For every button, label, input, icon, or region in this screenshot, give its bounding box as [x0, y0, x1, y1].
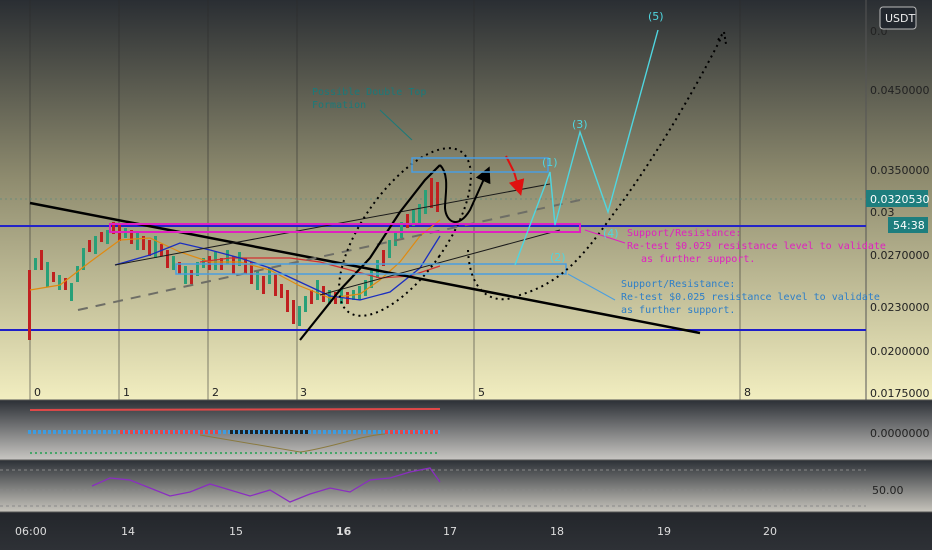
pink-sr-line2: as further support. [641, 254, 755, 265]
blue-sr-line1: Re-test $0.025 resistance level to valid… [621, 292, 880, 303]
rsi-line [91, 467, 441, 503]
price-label-4: 0.0230000 [870, 301, 930, 314]
pink-sr-line1: Re-test $0.029 resistance level to valid… [627, 241, 886, 252]
price-label-hidden: 0.03 [870, 206, 895, 219]
price-label-5: 0.0200000 [870, 345, 930, 358]
currency-button[interactable]: USDT [879, 6, 917, 30]
projection-arrow[interactable] [439, 164, 491, 223]
current-price-tag [866, 190, 928, 207]
osc-axis-label: 0.0000000 [870, 427, 930, 440]
ma-orange [29, 219, 441, 299]
double-top-ellipse[interactable] [314, 128, 495, 337]
count-5: 5 [478, 386, 485, 399]
price-label-6: 0.0175000 [870, 387, 930, 400]
count-0: 0 [34, 386, 41, 399]
time-label-15: 15 [229, 525, 243, 538]
pink-callout-line [584, 229, 626, 244]
price-label-3: 0.0270000 [870, 249, 930, 262]
rally-path[interactable] [299, 164, 441, 341]
wave-label-4: (4) [603, 227, 619, 240]
countdown-value: 54:38 [893, 219, 925, 232]
double-top-callout-line [379, 109, 413, 141]
blue-sr-line2: as further support. [621, 305, 735, 316]
time-label-14: 14 [121, 525, 135, 538]
price-axis-labels: 0.0 0.0450000 0.0350000 0.0270000 0.0230… [870, 25, 930, 400]
wave-label-2: (2) [550, 251, 566, 264]
blue-callout-line [567, 273, 616, 301]
ma-blue [114, 235, 441, 301]
time-label-17: 17 [443, 525, 457, 538]
currency-button-label: USDT [885, 12, 916, 25]
current-price-value: 0.0320530 [870, 193, 930, 206]
price-label-1: 0.0450000 [870, 84, 930, 97]
top-resistance-box[interactable] [411, 157, 549, 173]
double-top-text-2: Formation [312, 100, 366, 111]
rsi-pane[interactable] [0, 460, 866, 512]
wave-label-3: (3) [572, 118, 588, 131]
time-label-16: 16 [336, 525, 352, 538]
time-label-19: 19 [657, 525, 671, 538]
rising-channel-lower[interactable] [319, 229, 561, 296]
count-2: 2 [212, 386, 219, 399]
time-label-20: 20 [763, 525, 777, 538]
vertical-gridlines [29, 0, 741, 400]
rsi-axis-label: 50.00 [872, 484, 904, 497]
time-label-18: 18 [550, 525, 564, 538]
blue-sr-title: Support/Resistance: [621, 279, 735, 290]
countdown-tag [888, 217, 928, 233]
dashed-trendline[interactable] [77, 199, 581, 311]
wave-label-5: (5) [648, 10, 664, 23]
time-axis[interactable] [0, 512, 932, 550]
count-1: 1 [123, 386, 130, 399]
wave-label-1: (1) [542, 156, 558, 169]
pink-sr-title: Support/Resistance: [627, 228, 741, 239]
osc-red-line [29, 408, 441, 411]
pink-support-zone[interactable] [109, 223, 581, 233]
elliott-wave-path[interactable] [514, 29, 659, 266]
count-3: 3 [300, 386, 307, 399]
count-8: 8 [744, 386, 751, 399]
time-label-0600: 06:00 [15, 525, 47, 538]
dotted-projection-curve[interactable] [467, 35, 723, 301]
double-top-text-1: Possible Double Top [312, 87, 426, 98]
price-label-2: 0.0350000 [870, 164, 930, 177]
